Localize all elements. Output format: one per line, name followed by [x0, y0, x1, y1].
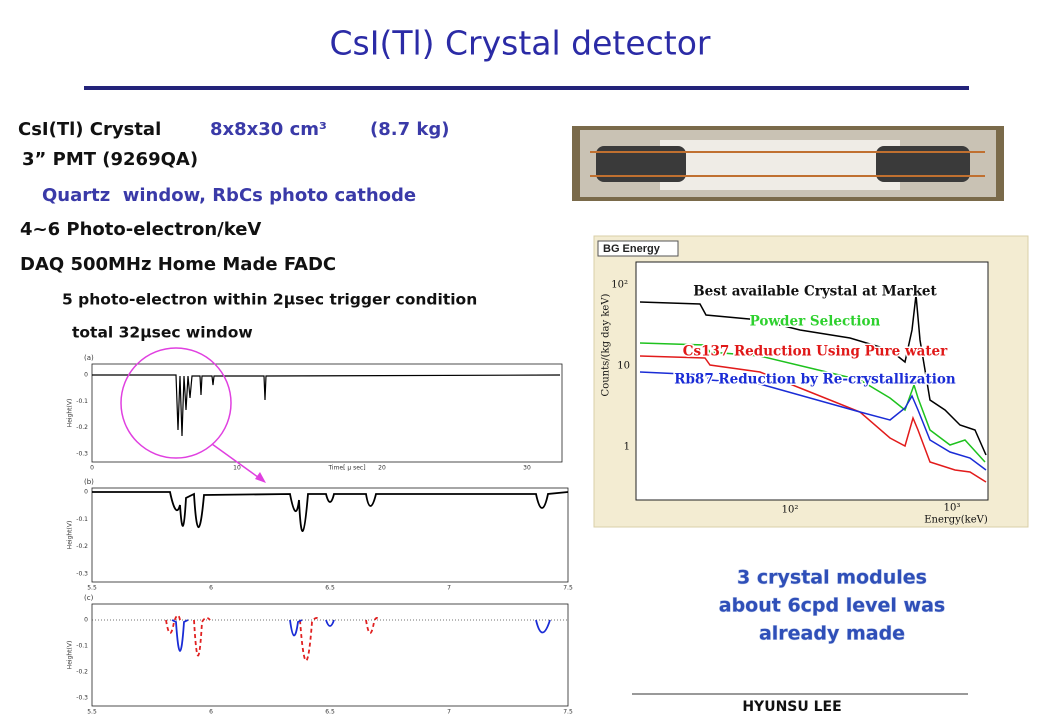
waveform-x-tick: 10 — [233, 465, 241, 472]
waveform-x-tick: 7.5 — [563, 585, 573, 592]
spectrum-x-label: Energy(keV) — [924, 515, 988, 526]
waveform-x-tick: 6 — [209, 585, 213, 592]
spec-text: 3” PMT (9269QA) — [22, 149, 198, 170]
slide-title: CsI(Tl) Crystal detector — [329, 24, 710, 63]
waveform-y-tick: 0 — [84, 489, 88, 496]
waveform-x-tick: 20 — [378, 465, 386, 472]
spectrum-y-tick: 10² — [611, 280, 628, 291]
waveform-x-tick: 5.5 — [87, 709, 97, 716]
waveform-x-tick: 0 — [90, 465, 94, 472]
waveform-y-label: Height(V) — [67, 521, 74, 550]
spec-text: 4~6 Photo-electron/keV — [20, 219, 261, 240]
waveform-x-tick: 30 — [523, 465, 531, 472]
waveform-frame — [91, 487, 569, 583]
waveform-y-label: Height(V) — [67, 399, 74, 428]
waveform-x-tick: 7.5 — [563, 709, 573, 716]
waveform-x-tick: 7 — [447, 585, 451, 592]
waveform-frame — [91, 363, 563, 463]
conclusion-line: already made — [759, 623, 905, 645]
waveform-y-tick: -0.3 — [76, 571, 88, 578]
waveform-y-tick: -0.1 — [76, 516, 88, 523]
spectrum-y-tick: 10 — [617, 361, 630, 372]
waveform-y-tick: -0.1 — [76, 398, 88, 405]
spec-text: 8x8x30 cm³ — [210, 119, 327, 140]
zoom-arrow — [211, 443, 263, 481]
waveform-x-tick: 6 — [209, 709, 213, 716]
spec-text: DAQ 500MHz Home Made FADC — [20, 254, 336, 275]
spec-text: total 32μsec window — [72, 324, 253, 342]
conclusion-line: 3 crystal modules — [737, 567, 927, 589]
waveform-y-tick: 0 — [84, 617, 88, 624]
waveform-y-tick: -0.1 — [76, 643, 88, 650]
waveform-x-label: Time[ μ sec] — [327, 465, 365, 472]
waveform-x-tick: 7 — [447, 709, 451, 716]
legend-label: Powder Selection — [750, 314, 881, 330]
waveform-label: (a) — [84, 354, 94, 362]
waveform-trace — [171, 619, 551, 652]
zoom-arrowhead — [255, 472, 266, 483]
waveform-label: (c) — [84, 594, 94, 602]
waveform-x-tick: 6.5 — [325, 585, 335, 592]
conclusion-line: about 6cpd level was — [719, 595, 945, 617]
waveform-y-tick: -0.3 — [76, 695, 88, 702]
spec-text: CsI(Tl) Crystal — [18, 119, 161, 140]
waveform-label: (b) — [84, 478, 94, 486]
spectrum-y-label: Counts/(kg day keV) — [601, 293, 612, 396]
waveform-trace — [92, 491, 569, 532]
spectrum-x-tick: 10² — [782, 505, 799, 516]
waveform-x-tick: 6.5 — [325, 709, 335, 716]
title-rule — [84, 86, 969, 90]
waveform-frame — [91, 603, 569, 707]
spectrum-curve — [639, 371, 987, 471]
spectrum-y-tick: 1 — [624, 442, 630, 453]
crystal-photo — [572, 126, 1004, 201]
spec-text: 5 photo-electron within 2μsec trigger co… — [62, 291, 477, 309]
spec-text: Quartz window, RbCs photo cathode — [42, 185, 416, 206]
spectrum-title: BG Energy — [603, 243, 661, 255]
author: HYUNSU LEE — [742, 699, 841, 715]
spectrum-curve — [639, 355, 987, 483]
waveform-y-tick: -0.2 — [76, 543, 88, 550]
spectrum-plot: BG Energy Counts/(kg day keV) 10² 10 1 1… — [593, 235, 1029, 528]
waveform-y-label: Height(V) — [67, 641, 74, 670]
spectrum-curve — [639, 342, 986, 463]
legend-label: Cs137 Reduction Using Pure water — [683, 344, 948, 360]
zoom-circle — [120, 347, 232, 459]
waveform-y-tick: -0.2 — [76, 669, 88, 676]
spec-text: (8.7 kg) — [370, 119, 449, 140]
waveform-y-tick: -0.3 — [76, 451, 88, 458]
waveform-y-tick: -0.2 — [76, 424, 88, 431]
waveform-x-tick: 5.5 — [87, 585, 97, 592]
waveform-y-tick: 0 — [84, 372, 88, 379]
legend-label: Best available Crystal at Market — [693, 284, 937, 300]
spectrum-curve — [639, 294, 987, 456]
spectrum-x-tick: 10³ — [944, 503, 961, 514]
waveform-trace — [92, 374, 561, 437]
legend-label: Rb87 Reduction by Re-crystallization — [674, 372, 956, 388]
